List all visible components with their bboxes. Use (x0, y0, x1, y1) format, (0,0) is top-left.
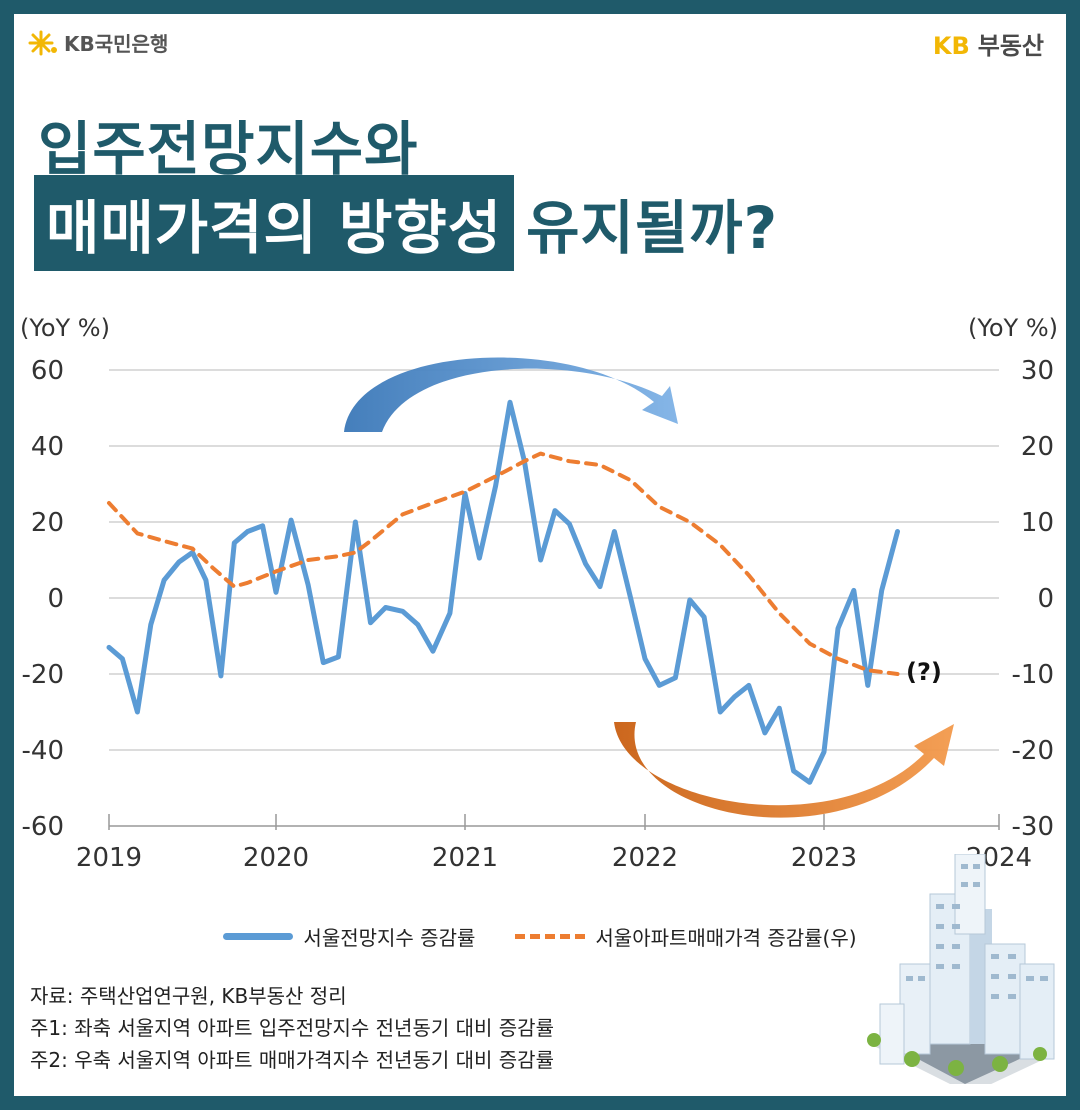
left-tick-label: 60 (31, 356, 64, 386)
grid-lines (109, 369, 999, 751)
left-tick-label: -40 (22, 736, 64, 766)
x-axis: 2019 2020 2021 2022 2023 2024 (76, 814, 1032, 873)
legend-item-orange: 서울아파트매매가격 증감률(우) (515, 922, 857, 951)
right-tick-label: -10 (1012, 660, 1054, 690)
chart-legend: 서울전망지수 증감률 서울아파트매매가격 증감률(우) (14, 922, 1066, 951)
right-tick-label: -20 (1012, 736, 1054, 766)
uncertainty-annotation: (?) (906, 658, 942, 686)
kb-bank-name: KB국민은행 (64, 32, 169, 56)
left-tick-label: 20 (31, 508, 64, 538)
legend-item-blue: 서울전망지수 증감률 (223, 922, 475, 951)
title-line-2: 매매가격의 방향성 유지될까? (34, 175, 779, 271)
right-axis-label: (YoY %) (968, 314, 1058, 342)
left-tick-label: -60 (22, 812, 64, 842)
footnote-2: 주2: 우축 서울지역 아파트 매매가격지수 전년동기 대비 증감률 (30, 1048, 554, 1072)
left-y-ticks: 60 40 20 0 -20 -40 -60 (22, 356, 64, 842)
kb-realestate-logo: KB 부동산 (933, 26, 1044, 61)
right-tick-label: 20 (1021, 432, 1054, 462)
left-tick-label: 40 (31, 432, 64, 462)
title-line-1: 입주전망지수와 (38, 115, 419, 183)
x-tick-label: 2020 (243, 843, 309, 873)
legend-label-orange: 서울아파트매매가격 증감률(우) (595, 926, 857, 950)
kb-mark: KB (932, 32, 970, 60)
x-tick-label: 2021 (432, 843, 498, 873)
legend-swatch-solid (223, 933, 294, 940)
realestate-label: 부동산 (977, 32, 1044, 60)
kb-star-icon (28, 30, 57, 55)
series-line-outlook-index (106, 399, 900, 785)
x-tick-label: 2023 (791, 843, 857, 873)
footnote-1: 주1: 좌축 서울지역 아파트 입주전망지수 전년동기 대비 증감률 (30, 1016, 554, 1040)
city-buildings-illustration (867, 854, 1055, 1084)
line-chart: (YoY %) (YoY %) 60 40 20 0 -20 -40 -60 30 20 10 0… (20, 314, 1058, 873)
left-tick-label: -20 (22, 660, 64, 690)
source-note: 자료: 주택산업연구원, KB부동산 정리 (30, 984, 347, 1008)
series-layer (106, 399, 900, 785)
title-highlight: 매매가격의 방향성 (34, 175, 515, 271)
legend-swatch-dashed (515, 934, 586, 939)
left-axis-label: (YoY %) (20, 314, 110, 342)
x-tick-label: 2022 (612, 843, 678, 873)
right-tick-label: 10 (1021, 508, 1054, 538)
infographic-card: KB국민은행 KB 부동산 입주전망지수와 매매가격의 방향성 유지될까? (Yo… (14, 14, 1066, 1096)
source-notes: 자료: 주택산업연구원, KB부동산 정리 주1: 좌축 서울지역 아파트 입주… (30, 980, 554, 1076)
right-y-ticks: 30 20 10 0 -10 -20 -30 (1012, 356, 1054, 842)
title-rest: 유지될까? (526, 194, 779, 262)
x-tick-label: 2019 (76, 843, 142, 873)
kb-bank-logo: KB국민은행 (28, 28, 168, 57)
legend-label-blue: 서울전망지수 증감률 (303, 926, 476, 950)
right-tick-label: 30 (1021, 356, 1054, 386)
series-line-apartment-price (107, 451, 900, 676)
orange-curved-arrow (614, 722, 954, 818)
right-tick-label: -30 (1012, 812, 1054, 842)
blue-curved-arrow (344, 357, 678, 432)
right-tick-label: 0 (1037, 584, 1054, 614)
left-tick-label: 0 (47, 584, 64, 614)
